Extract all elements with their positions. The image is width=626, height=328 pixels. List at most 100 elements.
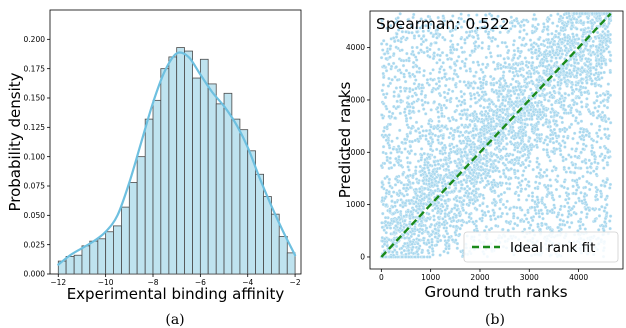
scatter-point (522, 28, 526, 32)
scatter-point (540, 221, 544, 226)
scatter-y-axis-label: Predicted ranks (336, 82, 354, 199)
scatter-point (477, 76, 482, 81)
scatter-point (418, 186, 422, 191)
scatter-point (436, 209, 440, 214)
scatter-point (481, 156, 486, 161)
scatter-point (411, 173, 415, 178)
scatter-point (404, 186, 409, 190)
scatter-point (430, 90, 434, 94)
scatter-point (411, 88, 415, 92)
scatter-point (564, 157, 568, 161)
scatter-point (406, 96, 410, 100)
scatter-point (580, 133, 585, 138)
scatter-point (561, 155, 565, 159)
scatter-point (520, 20, 524, 24)
scatter-point (530, 191, 535, 195)
histogram-bar (176, 47, 185, 275)
scatter-point (476, 33, 480, 38)
scatter-point (556, 80, 560, 85)
scatter-point (381, 71, 385, 76)
scatter-point (599, 84, 603, 88)
scatter-point (402, 110, 407, 114)
scatter-point (502, 78, 507, 83)
scatter-point (513, 191, 518, 196)
scatter-point (586, 20, 590, 24)
scatter-point (429, 174, 433, 178)
scatter-point (396, 220, 400, 225)
scatter-point (468, 53, 472, 58)
scatter-point (393, 183, 398, 187)
scatter-point (574, 87, 579, 91)
scatter-point (396, 105, 400, 109)
scatter-point (606, 117, 611, 121)
histogram-bar (231, 118, 241, 275)
scatter-point (418, 134, 422, 139)
scatter-point (469, 145, 473, 149)
scatter-point (509, 103, 514, 108)
scatter-point (466, 174, 471, 179)
scatter-point (473, 40, 478, 44)
scatter-point (522, 36, 526, 41)
scatter-point (474, 219, 479, 223)
scatter-point (547, 191, 552, 195)
scatter-point (509, 82, 513, 87)
scatter-point (399, 150, 404, 155)
scatter-point (473, 101, 478, 105)
scatter-point (560, 40, 564, 45)
scatter-point (429, 31, 433, 35)
scatter-point (454, 224, 459, 229)
scatter-point (440, 114, 444, 118)
scatter-point (473, 29, 478, 33)
scatter-point (523, 56, 528, 60)
scatter-point (411, 49, 415, 54)
scatter-point (608, 121, 613, 125)
scatter-point (591, 138, 596, 143)
scatter-point (506, 114, 510, 118)
scatter-point (504, 157, 509, 162)
scatter-point (587, 158, 592, 163)
scatter-point (421, 202, 426, 206)
scatter-point (597, 113, 601, 118)
scatter-point (419, 37, 424, 41)
scatter-point (545, 59, 549, 63)
scatter-point (555, 179, 560, 184)
scatter-point (429, 42, 433, 46)
scatter-point (392, 237, 396, 242)
scatter-point (607, 155, 611, 160)
scatter-point (455, 144, 459, 148)
scatter-point (385, 155, 389, 160)
scatter-point (522, 23, 526, 28)
scatter-point (505, 107, 509, 112)
scatter-point (545, 174, 549, 178)
scatter-x-tick-label: 4000 (569, 273, 588, 282)
scatter-point (570, 41, 575, 46)
scatter-point (412, 227, 417, 231)
scatter-point (461, 208, 466, 212)
scatter-point (521, 99, 526, 104)
scatter-point (493, 37, 498, 42)
scatter-point (461, 139, 466, 143)
scatter-point (381, 202, 386, 207)
scatter-point (433, 235, 438, 239)
scatter-point (569, 63, 574, 68)
scatter-point (556, 134, 561, 138)
scatter-point (599, 195, 603, 199)
scatter-point (454, 195, 458, 200)
legend: Ideal rank fit (463, 231, 619, 263)
histogram-bar (121, 206, 130, 275)
scatter-point (420, 227, 425, 232)
scatter-point (381, 144, 386, 149)
scatter-point (523, 213, 527, 217)
scatter-point (447, 87, 451, 92)
scatter-point (472, 193, 477, 198)
scatter-point (559, 152, 563, 157)
scatter-point (556, 42, 560, 46)
scatter-point (463, 170, 467, 175)
scatter-point (380, 185, 384, 189)
scatter-point (558, 86, 562, 91)
scatter-point (581, 38, 585, 43)
scatter-point (512, 39, 517, 43)
scatter-point (510, 21, 514, 25)
scatter-point (519, 141, 523, 146)
scatter-point (449, 50, 453, 55)
